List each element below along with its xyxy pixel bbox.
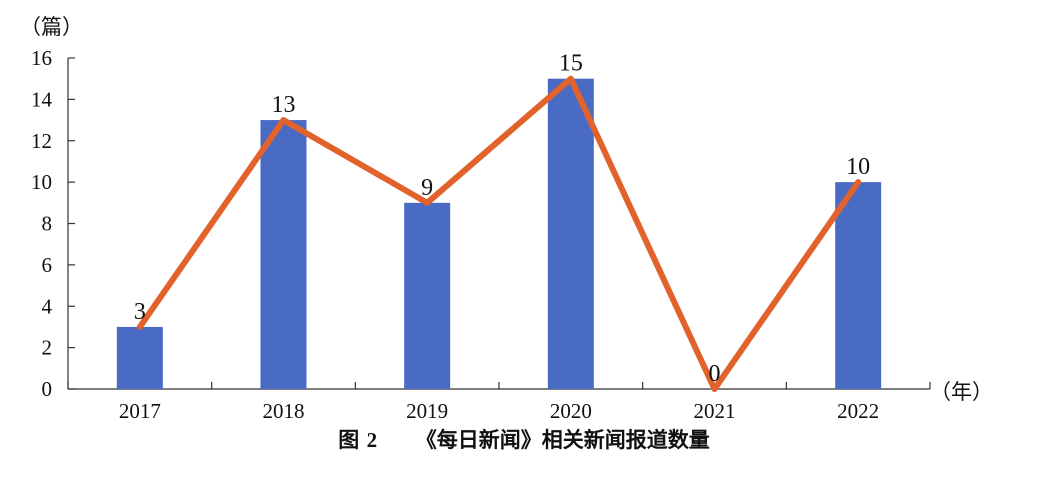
y-tick-label: 12 bbox=[31, 129, 52, 153]
bar bbox=[116, 326, 163, 389]
x-tick-label: 2017 bbox=[119, 399, 161, 423]
y-tick-label: 10 bbox=[31, 170, 52, 194]
y-axis-unit: （篇） bbox=[20, 15, 83, 39]
caption-number: 2 bbox=[366, 428, 378, 452]
x-axis: 2017 2018 2019 2020 2021 2022 bbox=[67, 382, 931, 423]
x-tick-label: 2021 bbox=[694, 399, 736, 423]
data-label: 0 bbox=[709, 361, 721, 387]
y-tick-label: 0 bbox=[42, 377, 53, 401]
data-label: 13 bbox=[272, 92, 296, 118]
bar bbox=[404, 202, 451, 389]
figure-caption: 图 2 《每日新闻》相关新闻报道数量 bbox=[0, 424, 1048, 454]
data-label: 3 bbox=[134, 299, 146, 325]
bar bbox=[260, 120, 307, 389]
y-tick-label: 2 bbox=[42, 336, 53, 360]
y-tick-label: 14 bbox=[31, 87, 53, 111]
data-label: 15 bbox=[559, 51, 583, 77]
x-tick-label: 2018 bbox=[263, 399, 305, 423]
x-tick-label: 2022 bbox=[837, 399, 879, 423]
data-labels: 3 13 9 15 0 10 bbox=[134, 51, 870, 387]
x-tick-label: 2020 bbox=[550, 399, 592, 423]
data-label: 10 bbox=[846, 154, 870, 180]
y-tick-label: 16 bbox=[31, 46, 52, 70]
bar-line-chart: 0 2 4 6 8 10 12 14 16 2017 2018 2019 2020 2021 2022 3… bbox=[20, 15, 993, 423]
bar bbox=[835, 182, 882, 389]
y-tick-label: 4 bbox=[42, 294, 53, 318]
x-axis-unit: （年） bbox=[930, 380, 993, 404]
y-tick-label: 8 bbox=[42, 212, 53, 236]
x-tick-label: 2019 bbox=[406, 399, 448, 423]
caption-text: 《每日新闻》相关新闻报道数量 bbox=[415, 428, 710, 452]
bars bbox=[116, 78, 882, 389]
bar bbox=[547, 78, 594, 389]
trend-polyline bbox=[136, 75, 862, 392]
y-axis: 0 2 4 6 8 10 12 14 16 bbox=[31, 46, 75, 401]
y-tick-label: 6 bbox=[42, 253, 53, 277]
data-label: 9 bbox=[421, 175, 433, 201]
caption-prefix: 图 bbox=[338, 428, 360, 452]
trend-line bbox=[136, 75, 862, 392]
